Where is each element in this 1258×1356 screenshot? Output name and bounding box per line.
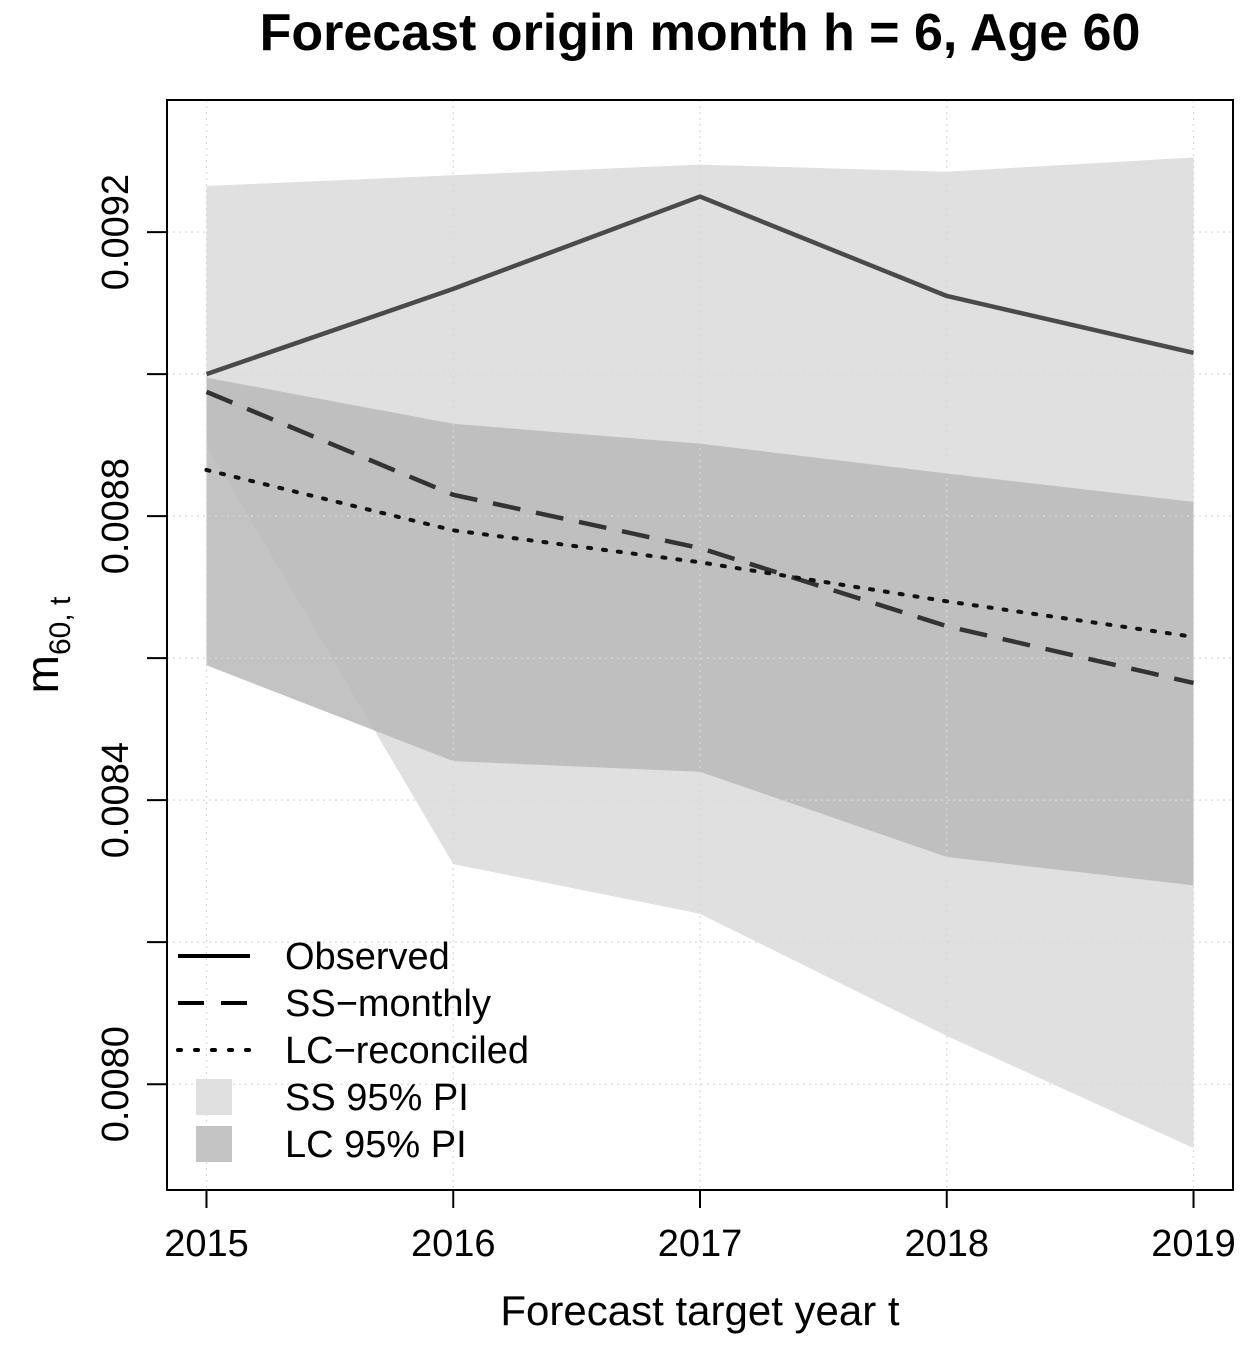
x-tick-label: 2017 (658, 1223, 743, 1265)
x-tick-label: 2018 (904, 1223, 989, 1265)
x-axis-label: Forecast target year t (500, 1287, 899, 1334)
y-tick-label: 0.0092 (95, 174, 137, 290)
legend-label: LC−reconciled (285, 1030, 529, 1072)
legend: Observed SS−monthly LC−reconciled SS 95% PI… (176, 936, 529, 1166)
x-tick-label: 2015 (164, 1223, 249, 1265)
svg-text:m60, t: m60, t (16, 596, 77, 693)
legend-label: SS 95% PI (285, 1077, 469, 1119)
chart-title: Forecast origin month h = 6, Age 60 (260, 4, 1141, 62)
x-tick-label: 2016 (411, 1223, 496, 1265)
series-lines (204, 194, 1196, 686)
x-tick-label: 2019 (1151, 1223, 1236, 1265)
x-axis: 2015 2016 2017 2018 2019 (164, 1189, 1236, 1265)
y-tick-label: 0.0080 (95, 1026, 137, 1142)
series-line-ss-monthly (205, 389, 1195, 686)
y-axis-label-subscript: 60, t (44, 596, 77, 655)
y-tick-label: 0.0088 (95, 458, 137, 574)
band-lc-95-pi (206, 377, 1194, 886)
legend-swatch-box (196, 1079, 232, 1115)
legend-label: LC 95% PI (285, 1124, 467, 1166)
series-line-lc-reconciled (204, 467, 1196, 639)
legend-label: Observed (285, 936, 450, 978)
y-tick-label: 0.0084 (95, 742, 137, 858)
series-line-observed (205, 194, 1195, 377)
legend-label: SS−monthly (285, 983, 491, 1025)
legend-swatch-box (196, 1126, 232, 1162)
y-axis-label-main: m (16, 655, 68, 693)
y-axis: 0.0080 0.0084 0.0088 0.0092 (95, 174, 167, 1142)
y-axis-label: m60, t (16, 596, 77, 693)
grid (167, 100, 1233, 1190)
